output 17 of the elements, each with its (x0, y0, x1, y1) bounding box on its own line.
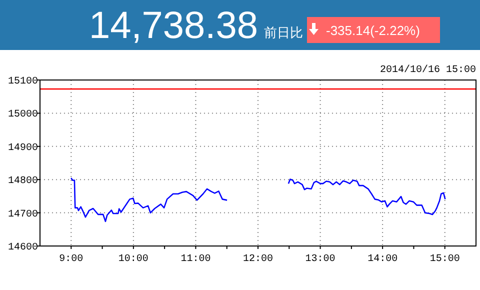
y-tick-label: 14900 (8, 142, 38, 154)
x-tick-label: 9:00 (59, 254, 84, 265)
y-tick-label: 14800 (8, 176, 38, 188)
text: 前日比 (264, 25, 303, 40)
text: 2014/10/16 15:00 (380, 64, 476, 76)
x-tick-label: 13:00 (305, 254, 336, 265)
y-tick-label: 14600 (8, 242, 38, 254)
x-tick-label: 15:00 (430, 254, 460, 265)
x-tick-label: 10:00 (118, 254, 148, 265)
y-tick-label: 15100 (8, 76, 38, 88)
x-tick-label: 14:00 (368, 254, 398, 265)
chart-title: 14,738.38 (88, 5, 258, 47)
x-tick-label: 12:00 (242, 254, 274, 265)
x-tick-label: 11:00 (180, 254, 211, 265)
y-tick-label: 15000 (8, 110, 38, 121)
text: -335.14(-2.22%) (326, 23, 420, 38)
y-tick-label: 14700 (8, 209, 38, 220)
